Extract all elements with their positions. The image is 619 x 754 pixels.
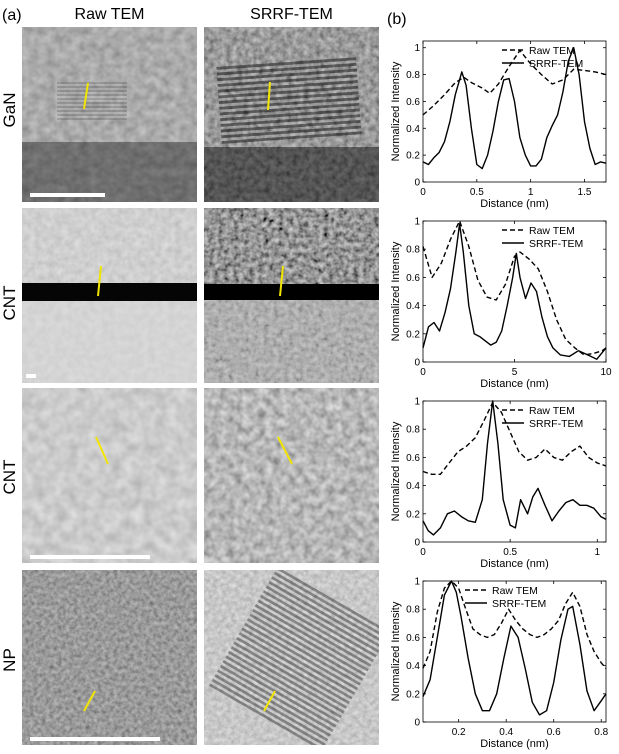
series-line-srrf-tem (422, 47, 607, 170)
series-line-raw-tem (422, 580, 607, 669)
series-line-srrf-tem (422, 223, 607, 360)
line-profile-marker (95, 436, 109, 465)
micrograph-cnt-srrf (204, 208, 379, 383)
y-tick-label: 0.2 (406, 151, 420, 162)
y-tick-label: 1 (414, 43, 420, 54)
y-tick-label: 0.8 (406, 425, 420, 436)
y-tick-label: 0.8 (406, 70, 420, 81)
y-tick-label: 0.4 (406, 124, 420, 135)
series-line-raw-tem (422, 49, 607, 116)
legend-label: SRRF-TEM (529, 58, 583, 70)
micrograph-cnt-raw (22, 208, 197, 383)
chart-np-profile: 0 0.2 0.4 0.6 0.8 1 0.2 0.4 0.6 0.8 Distance (nm) N… (383, 568, 619, 752)
row-label-cnt-2: CNT (0, 459, 19, 495)
micrograph-np-srrf (204, 570, 379, 745)
panel-b-label: (b) (387, 11, 407, 28)
y-tick-label: 0.6 (406, 273, 420, 284)
row-label-cnt-1: CNT (0, 285, 19, 321)
y-axis-label: Normalized Intensity (390, 601, 402, 701)
line-profile-marker (277, 436, 293, 465)
x-axis-label: Distance (nm) (480, 558, 548, 570)
row-label-gan: GaN (0, 92, 19, 128)
legend-label: Raw TEM (492, 585, 538, 597)
y-tick-label: 0.2 (406, 509, 420, 520)
x-tick-label: 0.5 (503, 547, 517, 558)
y-tick-label: 0.4 (406, 481, 420, 492)
x-tick-label: 0 (420, 547, 426, 558)
x-tick-label: 0 (420, 367, 426, 378)
x-tick-label: 0.6 (547, 727, 561, 738)
scale-bar (26, 374, 36, 378)
x-axis-label: Distance (nm) (480, 378, 548, 390)
y-tick-label: 0 (414, 358, 420, 369)
line-profile-marker (267, 81, 271, 111)
column-header-srrf-tem: SRRF-TEM (250, 6, 333, 23)
y-tick-label: 0.2 (406, 689, 420, 700)
x-tick-label: 10 (600, 367, 612, 378)
column-header-raw-tem: Raw TEM (74, 6, 145, 23)
x-axis-label: Distance (nm) (480, 738, 548, 750)
y-tick-label: 0.6 (406, 453, 420, 464)
y-tick-label: 0 (414, 178, 420, 189)
y-axis-label: Normalized Intensity (390, 61, 402, 161)
chart-cnt2-profile: 0 0.2 0.4 0.6 0.8 1 0 0.5 1 Distance (nm) Normaliz… (383, 388, 619, 570)
line-profile-marker (83, 690, 96, 712)
plot-frame (422, 40, 607, 183)
line-profile-marker (263, 690, 276, 712)
y-tick-label: 1 (414, 397, 420, 408)
legend-label: SRRF-TEM (492, 598, 546, 610)
chart-gan-profile: 0 0.2 0.4 0.6 0.8 1 0 0.5 1 1.5 Distance (nm) Norma… (383, 28, 619, 210)
series-line-srrf-tem (422, 580, 607, 716)
x-tick-label: 1 (528, 187, 534, 198)
micrograph-np-raw (22, 570, 197, 745)
legend-label: SRRF-TEM (529, 418, 583, 430)
scale-bar (30, 555, 150, 559)
x-tick-label: 0.8 (594, 727, 608, 738)
y-axis-label: Normalized Intensity (390, 421, 402, 521)
line-profile-marker (279, 265, 284, 297)
line-profile-marker (97, 265, 102, 297)
row-label-np: NP (0, 648, 19, 672)
x-tick-label: 0 (420, 187, 426, 198)
legend-label: SRRF-TEM (529, 238, 583, 250)
y-tick-label: 0.4 (406, 301, 420, 312)
x-tick-label: 0.4 (499, 727, 513, 738)
y-tick-label: 1 (414, 577, 420, 588)
plot-frame (422, 580, 607, 723)
x-tick-label: 1.5 (578, 187, 592, 198)
chart-cnt-profile: 0 0.2 0.4 0.6 0.8 1 0 5 10 Distance (nm) Normalize… (383, 208, 619, 391)
series-line-raw-tem (422, 401, 607, 476)
x-tick-label: 0.2 (452, 727, 466, 738)
series-line-srrf-tem (422, 400, 607, 536)
y-axis-label: Normalized Intensity (390, 241, 402, 341)
y-tick-label: 0 (414, 718, 420, 729)
panel-a-label: (a) (2, 7, 22, 24)
y-tick-label: 0.4 (406, 661, 420, 672)
legend-label: Raw TEM (529, 225, 575, 237)
micrograph-gan-srrf (204, 27, 379, 202)
legend-label: Raw TEM (529, 405, 575, 417)
y-tick-label: 0.8 (406, 605, 420, 616)
legend-label: Raw TEM (529, 45, 575, 57)
y-tick-label: 0 (414, 538, 420, 549)
y-tick-label: 0.8 (406, 245, 420, 256)
y-tick-label: 0.2 (406, 329, 420, 340)
y-tick-label: 0.6 (406, 97, 420, 108)
micrograph-cnt2-raw (22, 388, 197, 563)
x-tick-label: 1 (595, 547, 601, 558)
y-tick-label: 0.6 (406, 633, 420, 644)
micrograph-cnt2-srrf (204, 388, 379, 563)
micrograph-gan-raw (22, 27, 197, 202)
line-profile-marker (83, 82, 89, 110)
x-axis-label: Distance (nm) (480, 198, 548, 210)
y-tick-label: 1 (414, 217, 420, 228)
scale-bar (30, 737, 160, 741)
x-tick-label: 0.5 (470, 187, 484, 198)
scale-bar (30, 193, 105, 197)
x-tick-label: 5 (512, 367, 518, 378)
